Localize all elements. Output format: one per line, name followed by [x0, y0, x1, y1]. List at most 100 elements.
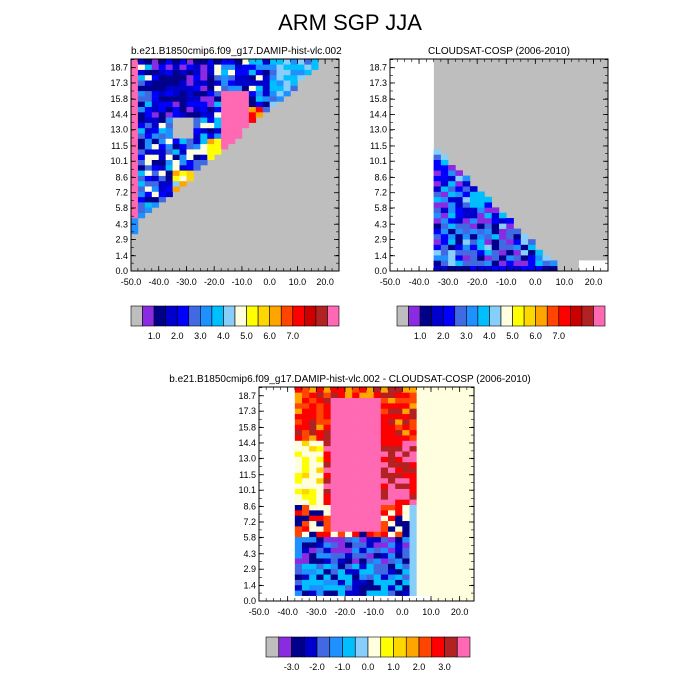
diff-cell [395, 590, 403, 596]
model-cell [235, 74, 243, 81]
diff-cell [438, 504, 446, 511]
obs-colorbar-box [500, 305, 513, 327]
diff-cell [309, 558, 317, 564]
diff-cell [309, 510, 317, 516]
diff-cell [380, 435, 389, 441]
diff-cell [273, 526, 281, 532]
diff-cell [287, 568, 296, 575]
obs-cell [397, 133, 405, 139]
model-xtick-label: 10.0 [289, 277, 307, 287]
model-cell [137, 133, 146, 139]
diff-cell [273, 413, 281, 420]
diff-xtick-label: -10.0 [363, 607, 384, 617]
obs-cell [404, 202, 413, 208]
diff-cell [431, 558, 439, 564]
obs-cell [506, 260, 514, 266]
diff-cell [380, 456, 389, 463]
diff-cell [409, 494, 417, 500]
model-cell [207, 117, 215, 123]
model-cell [165, 138, 173, 145]
diff-cell [323, 461, 331, 468]
diff-cell [395, 563, 403, 570]
diff-cell [380, 392, 389, 398]
obs-cell [404, 165, 413, 171]
diff-cell [459, 488, 468, 495]
diff-cell [345, 568, 353, 575]
obs-cell [469, 223, 478, 229]
diff-cell [402, 531, 410, 538]
obs-cell [499, 223, 507, 229]
model-cell [241, 106, 250, 113]
diff-cell [366, 429, 374, 436]
diff-cell [302, 435, 310, 441]
obs-cell [426, 143, 434, 150]
obs-cell [535, 255, 543, 261]
obs-cell [390, 90, 398, 97]
diff-cell [395, 595, 403, 602]
obs-cell [455, 255, 463, 261]
diff-cell [316, 472, 324, 479]
diff-cell [316, 403, 324, 409]
model-cell [186, 90, 194, 97]
diff-cell [316, 574, 324, 580]
diff-cell [259, 574, 267, 580]
diff-cell [287, 477, 296, 484]
diff-cell [388, 579, 396, 586]
obs-cell [433, 165, 442, 171]
diff-cell [287, 494, 296, 500]
model-cell [248, 90, 257, 97]
diff-cell [366, 531, 374, 538]
diff-cell [316, 488, 324, 495]
diff-cell [287, 504, 296, 511]
diff-cell [330, 488, 339, 495]
diff-cell [345, 547, 353, 554]
model-xtick-label: -10.0 [232, 277, 253, 287]
obs-cell [499, 218, 507, 224]
model-cell [131, 180, 139, 187]
diff-cell [316, 515, 324, 522]
model-cell [207, 112, 215, 118]
obs-cell [513, 233, 522, 240]
diff-cell [438, 445, 446, 452]
model-cell [186, 159, 194, 166]
diff-cell [431, 526, 439, 532]
diff-cell [359, 595, 367, 602]
model-cell [228, 101, 236, 107]
diff-cell [466, 494, 475, 500]
model-cell [186, 64, 194, 70]
diff-cell [459, 440, 468, 447]
diff-cell [409, 510, 417, 516]
diff-cell [423, 499, 432, 505]
diff-cell [431, 574, 439, 580]
model-cell [165, 175, 173, 182]
diff-cell [323, 477, 331, 484]
diff-cell [259, 499, 267, 505]
obs-cell [411, 207, 420, 213]
diff-cell [309, 456, 317, 463]
diff-cell [445, 445, 453, 452]
diff-cell [323, 429, 331, 436]
diff-cell [452, 552, 460, 559]
model-cell [131, 170, 139, 176]
diff-cell [294, 526, 303, 532]
obs-cell [426, 149, 434, 155]
diff-cell [388, 477, 396, 484]
obs-cell [419, 64, 427, 70]
diff-cell [323, 552, 331, 559]
obs-cell [411, 228, 420, 235]
diff-cell [337, 526, 346, 532]
diff-cell [359, 547, 367, 554]
obs-cell [535, 265, 543, 272]
diff-cell [309, 419, 317, 425]
diff-cell [266, 461, 274, 468]
diff-cell [280, 461, 288, 468]
diff-cell [287, 510, 296, 516]
model-cell [228, 138, 236, 145]
diff-cell [388, 408, 396, 415]
diff-cell [273, 520, 281, 527]
model-cell [248, 80, 257, 86]
obs-cell [462, 228, 471, 235]
diff-cell [259, 542, 267, 548]
model-cell [283, 69, 291, 76]
diff-xtick-label: 0.0 [396, 607, 409, 617]
